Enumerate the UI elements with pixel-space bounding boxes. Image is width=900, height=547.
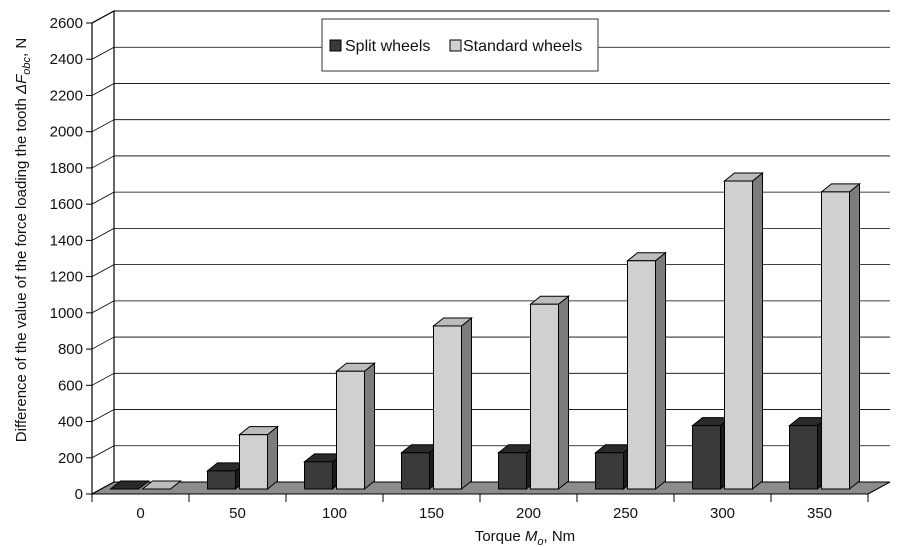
x-tick-label: 100 bbox=[322, 505, 347, 522]
x-tick-label: 350 bbox=[807, 505, 832, 522]
x-axis-title-subscript: o bbox=[537, 536, 543, 547]
bar-front bbox=[433, 325, 462, 490]
bar bbox=[529, 295, 570, 491]
legend-label-split: Split wheels bbox=[345, 38, 430, 55]
bar-side bbox=[752, 171, 763, 491]
x-tick-label: 50 bbox=[229, 505, 246, 522]
y-tick-label: 600 bbox=[58, 377, 83, 394]
gridline-diagonal bbox=[91, 191, 115, 205]
y-tick-label: 1000 bbox=[50, 305, 83, 322]
gridline-diagonal bbox=[91, 445, 115, 459]
bar-side bbox=[461, 316, 472, 491]
bar bbox=[594, 443, 635, 491]
bar-front bbox=[304, 461, 333, 490]
bar bbox=[723, 171, 764, 491]
bar-side bbox=[655, 251, 666, 491]
gridline-diagonal bbox=[91, 264, 115, 277]
gridline-diagonal bbox=[91, 119, 115, 133]
gridline-diagonal bbox=[91, 336, 115, 350]
bar bbox=[238, 425, 279, 491]
x-tick-label: 250 bbox=[613, 505, 638, 522]
bar-front bbox=[692, 425, 721, 490]
bar-side bbox=[558, 295, 569, 491]
bar-front bbox=[789, 425, 818, 490]
legend: Split wheels Standard wheels bbox=[321, 18, 599, 72]
bar-side bbox=[849, 182, 860, 491]
x-axis-title-unit: , Nm bbox=[544, 528, 576, 545]
y-axis-title-subscript: obc bbox=[21, 56, 33, 74]
gridline-diagonal bbox=[91, 409, 115, 422]
y-tick-label: 1400 bbox=[50, 232, 83, 249]
x-axis-ticks: 0 50 100 150 200 250 300 350 bbox=[91, 494, 869, 522]
bar-side bbox=[267, 425, 278, 491]
x-tick-label: 200 bbox=[516, 505, 541, 522]
y-axis-title-symbol: ΔF bbox=[13, 74, 30, 95]
bar bbox=[820, 182, 861, 491]
x-axis-title: Torque Mo, Nm bbox=[475, 528, 575, 547]
bar-front bbox=[498, 452, 527, 490]
bar-side bbox=[364, 362, 375, 491]
y-tick-label: 2400 bbox=[50, 51, 83, 68]
y-axis-ticks: 0 200 400 600 800 1000 1200 1400 1600 1800 2000 220… bbox=[50, 15, 92, 503]
y-tick-label: 1600 bbox=[50, 196, 83, 213]
bar-front bbox=[627, 260, 656, 490]
floor-plane bbox=[91, 481, 891, 495]
legend-swatch-split bbox=[329, 39, 342, 52]
y-axis-title-unit: , N bbox=[13, 38, 30, 57]
x-axis-title-prefix: Torque bbox=[475, 528, 521, 545]
bar-top bbox=[109, 480, 150, 490]
x-tick-label: 0 bbox=[136, 505, 144, 522]
bar-top bbox=[141, 480, 182, 490]
gridline-diagonal bbox=[91, 228, 115, 241]
bar-front bbox=[821, 191, 850, 490]
gridline-diagonal bbox=[91, 155, 115, 169]
bar-front bbox=[207, 470, 236, 490]
bar bbox=[109, 480, 150, 490]
x-axis-title-symbol: M bbox=[525, 528, 538, 545]
gridline-diagonal bbox=[91, 372, 115, 386]
legend-swatch-standard bbox=[449, 39, 462, 52]
y-tick-label: 800 bbox=[58, 341, 83, 358]
gridline-diagonal bbox=[91, 300, 115, 314]
bar bbox=[335, 362, 376, 491]
bar-front bbox=[530, 303, 559, 490]
y-tick-label: 1200 bbox=[50, 269, 83, 286]
y-tick-label: 0 bbox=[75, 486, 83, 503]
x-tick-label: 300 bbox=[710, 505, 735, 522]
gridlines bbox=[91, 10, 890, 459]
bar-front bbox=[595, 452, 624, 490]
bar-front bbox=[239, 434, 268, 490]
bar-front bbox=[336, 370, 365, 490]
y-tick-label: 200 bbox=[58, 450, 83, 467]
bar-front bbox=[724, 180, 753, 490]
y-tick-label: 2200 bbox=[50, 87, 83, 104]
y-axis-title-prefix: Difference of the value of the force loa… bbox=[13, 98, 30, 442]
gridline-diagonal bbox=[91, 83, 115, 96]
x-tick-label: 150 bbox=[419, 505, 444, 522]
side-wall bbox=[91, 9, 115, 496]
bar bbox=[141, 480, 182, 490]
gridline-diagonal bbox=[91, 46, 115, 60]
bar bbox=[626, 251, 667, 491]
bar bbox=[432, 316, 473, 491]
y-tick-label: 2000 bbox=[50, 124, 83, 141]
legend-label-standard: Standard wheels bbox=[463, 38, 582, 55]
y-axis-title: Difference of the value of the force loa… bbox=[13, 38, 33, 442]
bars bbox=[109, 171, 861, 491]
gridline-diagonal bbox=[91, 10, 115, 24]
y-tick-label: 400 bbox=[58, 414, 83, 431]
bar-front bbox=[401, 452, 430, 490]
chart-floor bbox=[91, 481, 891, 495]
y-tick-label: 2600 bbox=[50, 15, 83, 32]
y-tick-label: 1800 bbox=[50, 160, 83, 177]
